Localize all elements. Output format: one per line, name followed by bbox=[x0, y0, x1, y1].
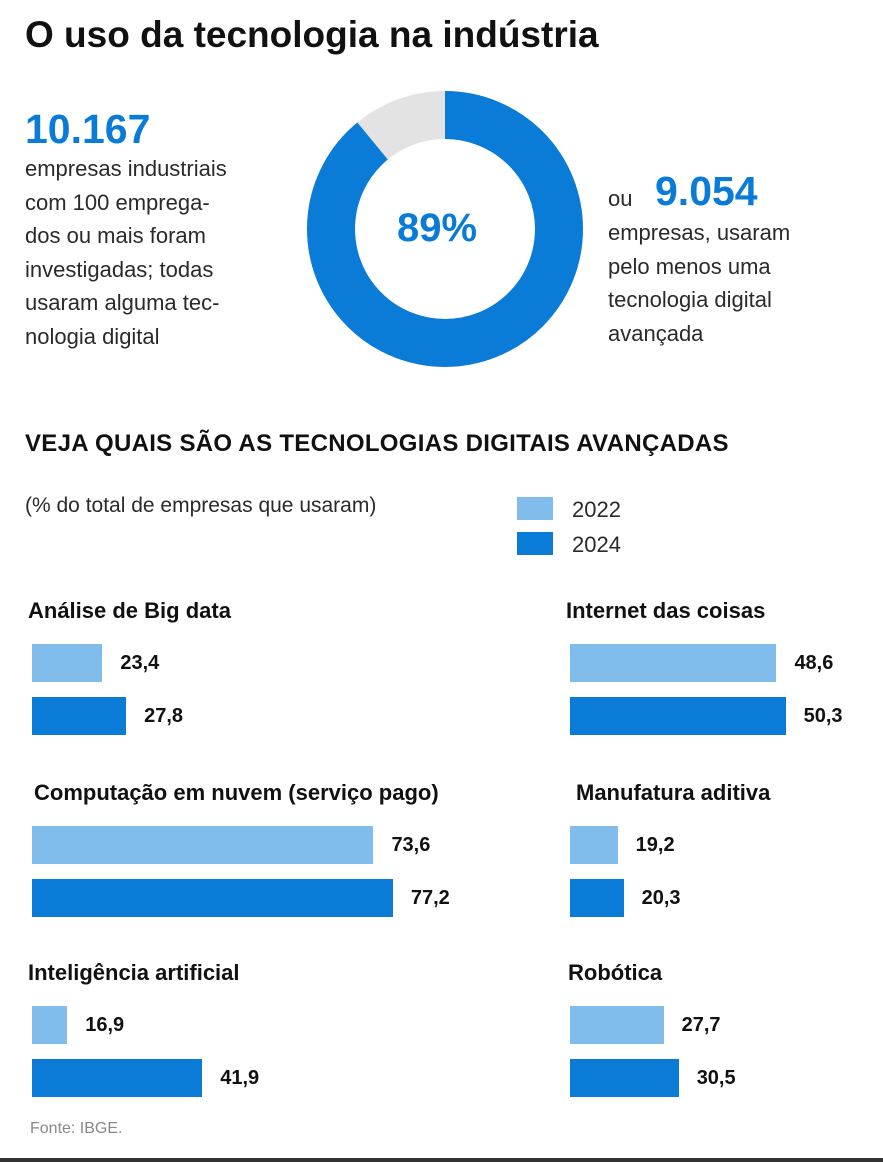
total-number: 10.167 bbox=[25, 106, 151, 152]
bar-2024 bbox=[570, 879, 624, 917]
bar-value-label: 48,6 bbox=[794, 652, 834, 674]
bar-value-label: 41,9 bbox=[220, 1067, 260, 1089]
bar-value-label: 16,9 bbox=[85, 1014, 125, 1036]
bar-2024 bbox=[570, 1059, 679, 1097]
bar-value-label: 77,2 bbox=[410, 887, 450, 909]
text-line: investigadas; todas bbox=[25, 256, 214, 282]
donut-percent-label: 89% bbox=[397, 206, 478, 250]
text-line: nologia digital bbox=[25, 323, 160, 349]
text-line: empresas, usaram bbox=[608, 220, 791, 245]
bar-2022 bbox=[32, 826, 374, 864]
bar-2022 bbox=[570, 644, 777, 682]
chart-subtitle: (% do total de empresas que usaram) bbox=[25, 494, 377, 517]
bar-value-label: 73,6 bbox=[391, 834, 431, 856]
text-line: tecnologia digital bbox=[608, 287, 772, 312]
text-line: avançada bbox=[608, 320, 704, 346]
group-label: Inteligência artificial bbox=[28, 960, 240, 985]
legend-swatch-2024 bbox=[517, 532, 553, 555]
legend-swatch-2022 bbox=[517, 497, 553, 520]
group-label: Internet das coisas bbox=[566, 598, 766, 623]
text-line: pelo menos uma bbox=[608, 253, 771, 279]
bar-2022 bbox=[570, 1006, 664, 1044]
text-line: com 100 emprega- bbox=[25, 189, 210, 215]
legend-label-2022: 2022 bbox=[572, 497, 621, 522]
group-label: Computação em nuvem (serviço pago) bbox=[34, 780, 439, 805]
page-title: O uso da tecnologia na indústria bbox=[25, 14, 599, 55]
section-title: VEJA QUAIS SÃO AS TECNOLOGIAS DIGITAIS A… bbox=[25, 430, 729, 457]
group-label: Robótica bbox=[568, 960, 663, 985]
bar-value-label: 50,3 bbox=[803, 705, 843, 727]
donut-chart bbox=[307, 91, 583, 367]
bar-2024 bbox=[32, 697, 127, 735]
advanced-number: 9.054 bbox=[655, 168, 758, 214]
bar-2024 bbox=[32, 1059, 203, 1097]
bar-2024 bbox=[570, 697, 786, 735]
bar-2022 bbox=[32, 1006, 68, 1044]
source-note: Fonte: IBGE. bbox=[30, 1120, 123, 1137]
text-line: usaram alguma tec- bbox=[25, 290, 220, 315]
donut-segment-used bbox=[307, 91, 583, 367]
bar-2022 bbox=[32, 644, 103, 682]
legend-label-2024: 2024 bbox=[572, 532, 621, 557]
bottom-divider bbox=[0, 1158, 883, 1162]
bar-value-label: 30,5 bbox=[696, 1067, 736, 1089]
text-line: dos ou mais foram bbox=[25, 223, 206, 248]
bar-value-label: 19,2 bbox=[635, 834, 675, 856]
bar-value-label: 27,7 bbox=[681, 1014, 721, 1036]
bar-2022 bbox=[570, 826, 618, 864]
advanced-text: empresas, usaram pelo menos uma tecnolog… bbox=[608, 216, 790, 350]
bar-value-label: 23,4 bbox=[120, 652, 160, 674]
ou-label: ou bbox=[608, 186, 633, 211]
total-text: empresas industriais com 100 emprega- do… bbox=[25, 152, 227, 353]
bar-2024 bbox=[32, 879, 393, 917]
text-line: empresas industriais bbox=[25, 156, 227, 181]
group-label: Análise de Big data bbox=[28, 598, 231, 623]
group-label: Manufatura aditiva bbox=[576, 780, 771, 805]
bar-value-label: 20,3 bbox=[641, 887, 681, 909]
bar-value-label: 27,8 bbox=[144, 705, 184, 727]
